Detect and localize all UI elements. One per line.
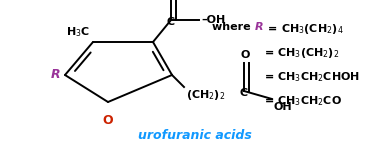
Text: = CH$_3$(CH$_2$)$_4$: = CH$_3$(CH$_2$)$_4$: [264, 22, 344, 36]
Text: O: O: [103, 114, 113, 127]
Text: urofuranic acids: urofuranic acids: [138, 129, 252, 142]
Text: H$_3$C: H$_3$C: [66, 25, 90, 39]
Text: C: C: [240, 88, 248, 98]
Text: = CH$_3$CH$_2$CO: = CH$_3$CH$_2$CO: [264, 94, 342, 108]
Text: C: C: [167, 17, 175, 27]
Text: R: R: [50, 69, 60, 81]
Text: OH: OH: [274, 102, 292, 112]
Text: where: where: [212, 22, 255, 32]
Text: = CH$_3$CH$_2$CHOH: = CH$_3$CH$_2$CHOH: [264, 70, 360, 84]
Text: (CH$_2$)$_2$: (CH$_2$)$_2$: [186, 88, 225, 102]
Text: R: R: [255, 22, 264, 32]
Text: O: O: [240, 50, 250, 60]
Text: = CH$_3$(CH$_2$)$_2$: = CH$_3$(CH$_2$)$_2$: [264, 46, 339, 60]
Text: –OH: –OH: [201, 15, 225, 25]
